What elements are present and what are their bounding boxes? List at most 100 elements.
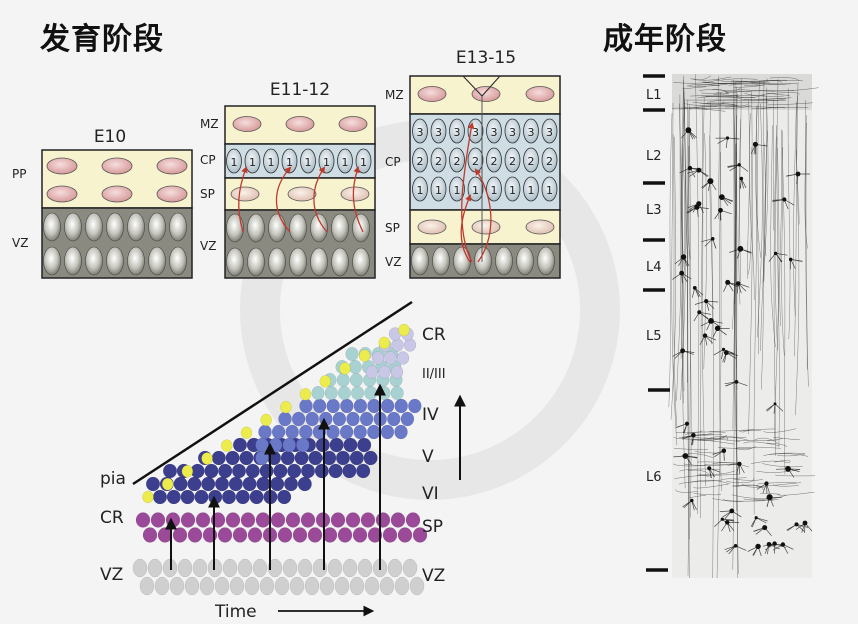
- basal-dendrites: [672, 129, 813, 557]
- cp-cell: [355, 148, 372, 174]
- cp-cell: [449, 176, 465, 202]
- layer-vi-cell: [204, 463, 219, 479]
- cp-cell-number: 1: [491, 184, 498, 197]
- sp-cell: [337, 527, 353, 543]
- cp-cell-number: 1: [268, 156, 275, 169]
- layer-ii-iii-cell: [365, 365, 379, 379]
- e13-label-cp: CP: [385, 155, 401, 169]
- vz-cell: [177, 558, 193, 578]
- layer-v-cell: [326, 398, 340, 414]
- sp-cell: [255, 512, 271, 528]
- layer-vi-cell: [249, 489, 264, 505]
- layer-vi-cell: [201, 476, 216, 492]
- layer-vi-cell: [173, 476, 188, 492]
- vz-cell: [342, 558, 358, 578]
- cp-cell-number: 1: [528, 184, 535, 197]
- vz-cell: [331, 247, 349, 277]
- panel-e13-title: E13-15: [456, 48, 516, 68]
- layer-iv-cell: [336, 372, 350, 388]
- vz-cell: [147, 558, 163, 578]
- cp-cell-number: 2: [491, 155, 498, 168]
- layer-vi-cell: [322, 450, 337, 466]
- vz-cell: [64, 212, 82, 242]
- cp-cell-number: 1: [286, 156, 293, 169]
- cr-cell: [142, 490, 154, 504]
- sp-cell: [330, 512, 346, 528]
- layer-vi-cell: [239, 450, 254, 466]
- vz-cell: [402, 558, 418, 578]
- cp-cell-number: 2: [546, 155, 553, 168]
- vz-cell: [214, 576, 230, 596]
- vz-cell: [432, 246, 450, 276]
- layer-v-cell: [400, 411, 415, 427]
- adult-cortex: L1 L2 L3 L4 L5 L6: [643, 74, 819, 579]
- cp-cell-number: 3: [491, 126, 498, 139]
- layer-label-l2: L2: [646, 149, 662, 164]
- panel-e11-title: E11-12: [270, 80, 330, 100]
- layer-v-cell: [312, 398, 327, 414]
- cr-cell: [201, 452, 213, 465]
- layer-v-cell: [380, 424, 395, 440]
- cp-cell-number: 2: [454, 155, 461, 168]
- sp-cell: [165, 512, 181, 528]
- cp-cell: [504, 147, 521, 173]
- e10-label-pp: PP: [12, 167, 26, 181]
- vz-cell: [357, 558, 373, 578]
- layer-v-cell: [380, 398, 395, 414]
- vz-cell: [85, 212, 103, 242]
- layer-vi-cell: [273, 463, 288, 479]
- layer-v-cell: [394, 398, 408, 414]
- layer-vi-cell: [225, 450, 240, 466]
- sp-cell: [232, 527, 248, 543]
- e13-label-vz: VZ: [385, 255, 401, 269]
- sp-cell: [352, 527, 368, 543]
- layer-label-l4: L4: [646, 260, 662, 275]
- layer-vi-cell: [242, 476, 257, 492]
- sp-cell: [417, 219, 447, 235]
- vz-cell: [252, 558, 268, 578]
- label-v: V: [422, 447, 434, 467]
- sp-cell: [471, 219, 501, 235]
- sp-cell: [375, 512, 391, 528]
- label-time: Time: [214, 602, 257, 622]
- sp-cell: [397, 527, 413, 543]
- sp-cell: [340, 186, 370, 202]
- layer-v-cell: [353, 424, 367, 440]
- vz-cell: [199, 576, 215, 596]
- pp-cell: [46, 157, 78, 175]
- cr-cell: [260, 413, 272, 427]
- cp-cell-number: 1: [472, 184, 479, 197]
- mz-cell: [471, 86, 501, 102]
- vz-cell: [169, 576, 185, 596]
- vz-cell: [327, 558, 343, 578]
- sp-cell: [307, 527, 323, 543]
- cp-cell-number: 2: [472, 155, 479, 168]
- layer-iv-cell: [364, 385, 378, 401]
- cp-cell: [412, 118, 428, 144]
- sp-cell: [187, 527, 203, 543]
- sp-cell: [270, 512, 286, 528]
- layer-v-cell: [332, 411, 347, 427]
- vz-cell: [411, 246, 429, 276]
- cp-cell-number: 1: [231, 156, 238, 169]
- vz-cell: [379, 576, 395, 596]
- vz-cell: [222, 558, 238, 578]
- vz-cell: [226, 247, 244, 277]
- vz-cell: [148, 246, 166, 276]
- layer-vi-cell: [343, 437, 358, 453]
- label-ii-iii: II/III: [422, 367, 446, 382]
- cp-cell: [467, 176, 484, 202]
- cp-cell: [226, 148, 242, 174]
- sp-cell: [292, 527, 308, 543]
- sp-cell: [230, 186, 260, 202]
- layer-vi-cell: [335, 450, 351, 466]
- cp-cell-number: 1: [305, 156, 312, 169]
- vz-cell: [148, 212, 166, 242]
- sp-cell: [195, 512, 211, 528]
- sp-cell: [287, 186, 317, 202]
- cp-cell: [449, 147, 465, 173]
- cr-cell: [398, 323, 410, 337]
- vz-cell: [331, 213, 349, 243]
- layer-vi-cell: [259, 463, 274, 479]
- sp-cell: [172, 527, 188, 543]
